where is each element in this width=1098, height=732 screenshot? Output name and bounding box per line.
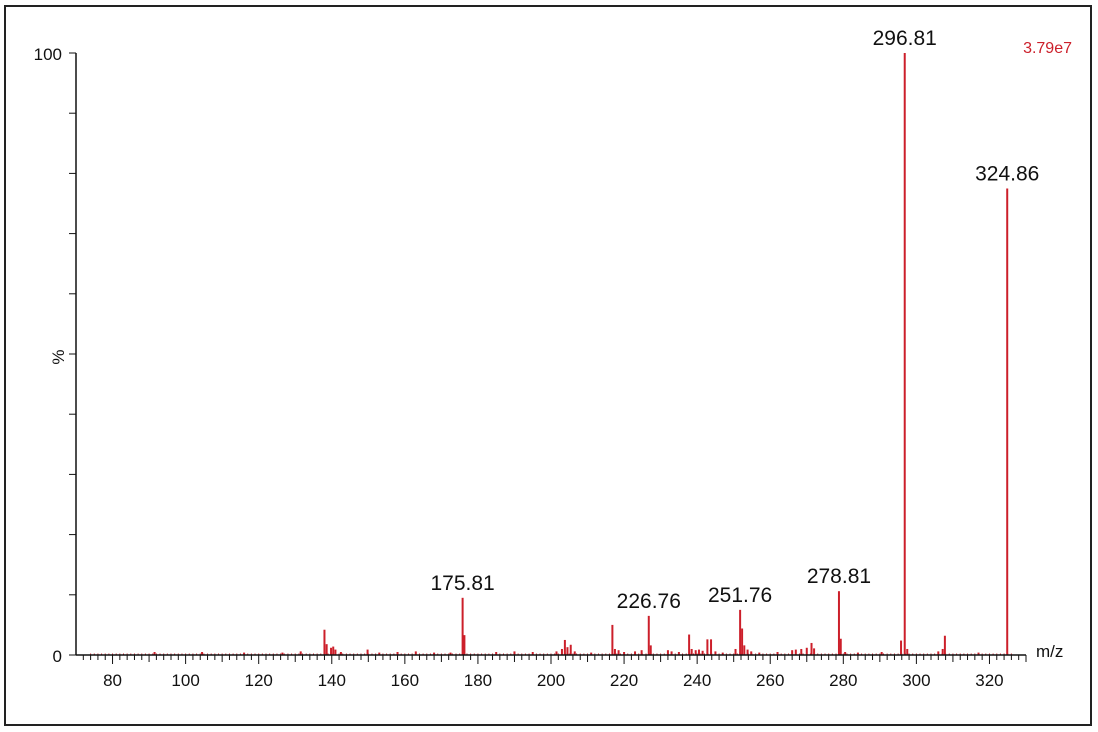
peak-label: 278.81 (807, 565, 871, 588)
peak-label: 324.86 (975, 162, 1039, 185)
x-tick-label: 160 (391, 671, 419, 690)
x-tick-label: 140 (318, 671, 346, 690)
spectrum-frame: 80 100 120 140 160 180 200 220 240 260 280 300 320 0… (4, 5, 1092, 726)
y-axis-label: % (49, 349, 68, 364)
labels-layer: 296.81 324.86 175.81 226.76 251.76 278.81 (430, 27, 1039, 613)
x-tick-label: 320 (975, 671, 1003, 690)
peak-label: 226.76 (617, 590, 681, 613)
x-tick-label: 220 (610, 671, 638, 690)
y-tick-label: 100 (34, 45, 62, 64)
y-tick-label: 0 (53, 647, 62, 666)
intensity-label: 3.79e7 (1023, 40, 1072, 57)
peaks-layer (90, 53, 1012, 655)
x-tick-label: 80 (103, 671, 122, 690)
x-ticks: 80 100 120 140 160 180 200 220 240 260 280 300 320 (82, 655, 1027, 690)
x-tick-label: 100 (171, 671, 199, 690)
x-tick-label: 280 (829, 671, 857, 690)
x-tick-label: 200 (537, 671, 565, 690)
mass-spectrum-chart: 80 100 120 140 160 180 200 220 240 260 280 300 320 0… (34, 27, 1072, 690)
peak-label: 296.81 (873, 27, 937, 50)
peak-label: 251.76 (708, 584, 772, 607)
x-axis-label: m/z (1036, 642, 1063, 661)
x-tick-label: 120 (245, 671, 273, 690)
y-ticks: 0 100 (34, 45, 76, 666)
axes-layer: 80 100 120 140 160 180 200 220 240 260 280 300 320 0… (34, 45, 1027, 690)
x-tick-label: 180 (464, 671, 492, 690)
x-tick-label: 240 (683, 671, 711, 690)
x-tick-label: 260 (756, 671, 784, 690)
x-tick-label: 300 (902, 671, 930, 690)
peak-label: 175.81 (430, 572, 494, 595)
